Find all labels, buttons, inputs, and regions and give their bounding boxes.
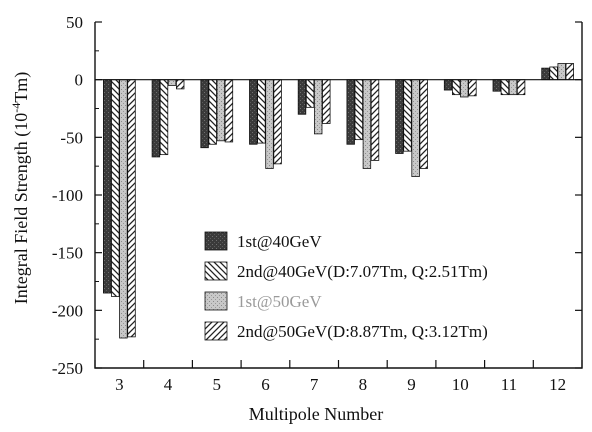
bar-m6-series-3 [265, 79, 274, 169]
bar-m7-series-2 [305, 79, 315, 108]
bar-m8-series-2 [354, 79, 363, 141]
bar-m12-series-1 [541, 67, 550, 81]
x-tick-label: 11 [501, 375, 517, 394]
bar-m3-series-3 [119, 79, 128, 339]
bar-m5-series-1 [200, 79, 209, 149]
bar-m3-series-1 [103, 79, 112, 294]
bar-m8-series-3 [362, 79, 372, 169]
axes-group [94, 22, 583, 369]
x-tick-label: 3 [115, 375, 124, 394]
y-tick-label: -200 [52, 301, 83, 320]
x-tick-label: 9 [407, 375, 416, 394]
bar-m11-series-4 [516, 79, 526, 96]
bar-m4-series-1 [151, 79, 161, 158]
x-axis-title: Multipole Number [249, 404, 383, 424]
x-tick-label: 7 [310, 375, 319, 394]
bar-m6-series-1 [249, 79, 258, 145]
bar-m12-series-2 [549, 66, 558, 81]
legend-swatch-series-1 [204, 231, 228, 251]
bar-m12-series-3 [557, 63, 566, 81]
bar-m5-series-2 [208, 79, 217, 145]
bar-m4-series-4 [175, 79, 185, 90]
bar-m9-series-1 [395, 79, 404, 154]
y-tick-label: -50 [60, 128, 83, 147]
bar-m7-series-3 [313, 79, 323, 135]
bar-m7-series-1 [297, 79, 307, 115]
bar-m10-series-1 [443, 79, 453, 91]
bar-m6-series-4 [273, 79, 282, 165]
y-tick-label: 50 [66, 13, 83, 32]
bar-m5-series-4 [224, 79, 234, 143]
x-tick-label: 6 [261, 375, 270, 394]
x-tick-label: 4 [164, 375, 173, 394]
bar-m11-series-3 [508, 79, 518, 96]
x-tick-label: 10 [452, 375, 469, 394]
bar-m9-series-2 [403, 79, 412, 152]
legend-label-series-1: 1st@40GeV [237, 232, 322, 251]
ticks-group: 50 0 -50 -100 -150 -200 -250 3 4 5 6 7 8 9 10 11 12 [52, 13, 583, 394]
y-axis-title-unit: Tm) [11, 72, 32, 103]
legend-swatch-series-4 [204, 321, 228, 341]
bar-m7-series-4 [322, 79, 331, 124]
legend-swatch-series-2 [204, 261, 228, 281]
bar-m10-series-4 [468, 79, 477, 97]
y-axis-title-text: Integral Field Strength (10 [11, 113, 32, 304]
bar-m9-series-4 [419, 79, 428, 169]
bar-m8-series-1 [346, 79, 355, 145]
bar-m10-series-3 [460, 79, 469, 98]
bar-m10-series-2 [451, 79, 461, 96]
plot-frame [94, 22, 583, 369]
bar-m6-series-2 [257, 79, 266, 144]
bar-m5-series-3 [216, 79, 225, 142]
bar-m8-series-4 [370, 79, 380, 161]
y-tick-label: 0 [75, 71, 84, 90]
x-tick-label: 5 [213, 375, 222, 394]
legend-swatch-series-3 [204, 291, 228, 311]
bar-m12-series-4 [565, 63, 574, 81]
y-tick-label: -250 [52, 359, 83, 378]
legend-label-series-2: 2nd@40GeV(D:7.07Tm, Q:2.51Tm) [237, 262, 488, 281]
y-tick-label: -100 [52, 186, 83, 205]
y-axis-title-exponent: -4 [9, 103, 23, 113]
bar-m3-series-4 [127, 79, 136, 338]
bar-m11-series-1 [492, 79, 501, 92]
bar-m4-series-2 [159, 79, 169, 156]
x-tick-label: 8 [359, 375, 368, 394]
legend-label-series-4: 2nd@50GeV(D:8.87Tm, Q:3.12Tm) [237, 322, 488, 341]
legend-label-series-3: 1st@50GeV [237, 292, 322, 311]
y-axis-title: Integral Field Strength (10-4Tm) [9, 72, 32, 304]
bar-m9-series-3 [411, 79, 420, 177]
y-tick-label: -150 [52, 244, 83, 263]
x-tick-label: 12 [549, 375, 566, 394]
bar-m3-series-2 [111, 79, 120, 297]
bars-group [103, 63, 574, 339]
bar-m11-series-2 [500, 79, 510, 96]
bar-m4-series-3 [167, 79, 177, 86]
legend: 1st@40GeV 2nd@40GeV(D:7.07Tm, Q:2.51Tm) 1s… [204, 231, 488, 341]
